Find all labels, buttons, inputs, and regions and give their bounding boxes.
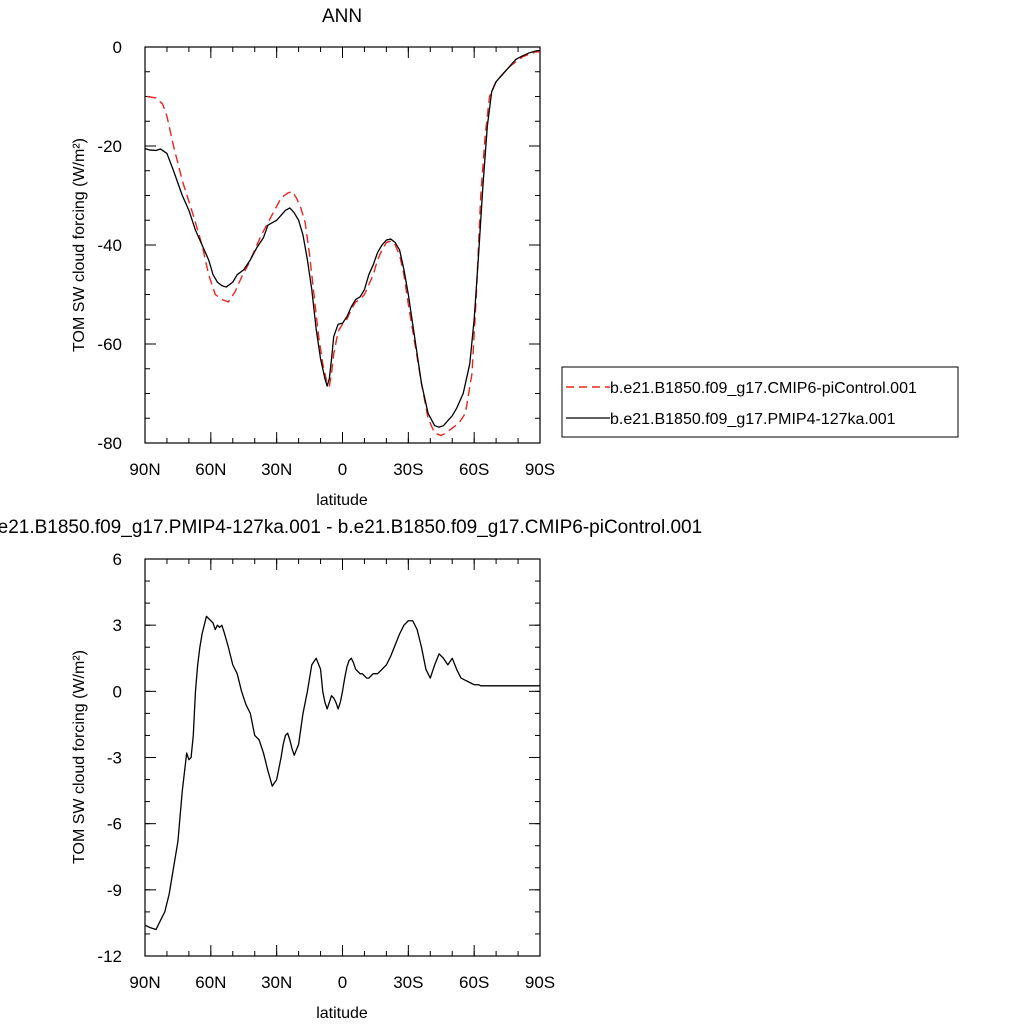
top-y-tick-labels: 0 -20 -40 -60 -80 (97, 38, 122, 453)
bottom-panel: b.e21.B1850.f09_g17.PMIP4-127ka.001 - b.… (0, 517, 702, 1022)
x-tick-label: 30S (393, 460, 423, 479)
bottom-x-tick-labels: 90N 60N 30N 0 30S 60S 90S (129, 973, 555, 992)
x-tick-label: 90S (525, 460, 555, 479)
y-tick-label: -6 (107, 815, 122, 834)
top-y-axis-title: TOM SW cloud forcing (W/m²) (71, 138, 88, 352)
y-tick-label: 3 (113, 616, 122, 635)
top-series-lines (144, 49, 541, 437)
top-plot-frame (144, 46, 541, 444)
legend: b.e21.B1850.f09_g17.CMIP6-piControl.001 … (561, 366, 959, 438)
series-line-2 (144, 49, 541, 428)
y-tick-label: -20 (97, 137, 122, 156)
top-x-tick-labels: 90N 60N 30N 0 30S 60S 90S (129, 460, 555, 479)
y-tick-label: 0 (113, 38, 122, 57)
x-tick-label: 90S (525, 973, 555, 992)
bottom-series-lines (144, 615, 540, 931)
y-tick-label: 0 (113, 682, 122, 701)
y-tick-label: -40 (97, 236, 122, 255)
x-tick-label: 60N (195, 973, 226, 992)
y-tick-label: 6 (113, 550, 122, 569)
x-tick-label: 0 (338, 973, 347, 992)
x-tick-label: 60S (459, 973, 489, 992)
y-tick-label: -3 (107, 749, 122, 768)
x-tick-label: 90N (129, 973, 160, 992)
bottom-y-axis-title: TOM SW cloud forcing (W/m²) (71, 650, 88, 864)
top-x-axis-title: latitude (316, 492, 368, 509)
y-tick-label: -60 (97, 335, 122, 354)
bottom-chart-title: b.e21.B1850.f09_g17.PMIP4-127ka.001 - b.… (0, 517, 702, 538)
legend-entry-127ka: b.e21.B1850.f09_g17.PMIP4-127ka.001 (610, 411, 896, 428)
bottom-plot-frame (144, 558, 541, 957)
x-tick-label: 60N (195, 460, 226, 479)
x-tick-label: 0 (338, 460, 347, 479)
top-ticks (144, 46, 541, 444)
x-tick-label: 30S (393, 973, 423, 992)
series-line-1 (144, 615, 540, 931)
x-tick-label: 90N (129, 460, 160, 479)
bottom-ticks (144, 558, 541, 957)
legend-box (561, 366, 959, 438)
x-tick-label: 30N (261, 460, 292, 479)
series-line-1 (147, 51, 540, 437)
y-tick-label: -80 (97, 434, 122, 453)
top-chart-title: ANN (322, 6, 362, 27)
y-tick-label: -9 (107, 881, 122, 900)
bottom-x-axis-title: latitude (316, 1005, 368, 1022)
y-tick-label: -12 (97, 947, 122, 966)
bottom-y-tick-labels: 6 3 0 -3 -6 -9 -12 (97, 550, 122, 966)
x-tick-label: 30N (261, 973, 292, 992)
legend-entry-picontrol: b.e21.B1850.f09_g17.CMIP6-piControl.001 (610, 380, 917, 397)
x-tick-label: 60S (459, 460, 489, 479)
top-panel: ANN 90N 60N 30N 0 30S 60S 90S 0 -20 -40 -60 -80 la… (71, 6, 959, 509)
